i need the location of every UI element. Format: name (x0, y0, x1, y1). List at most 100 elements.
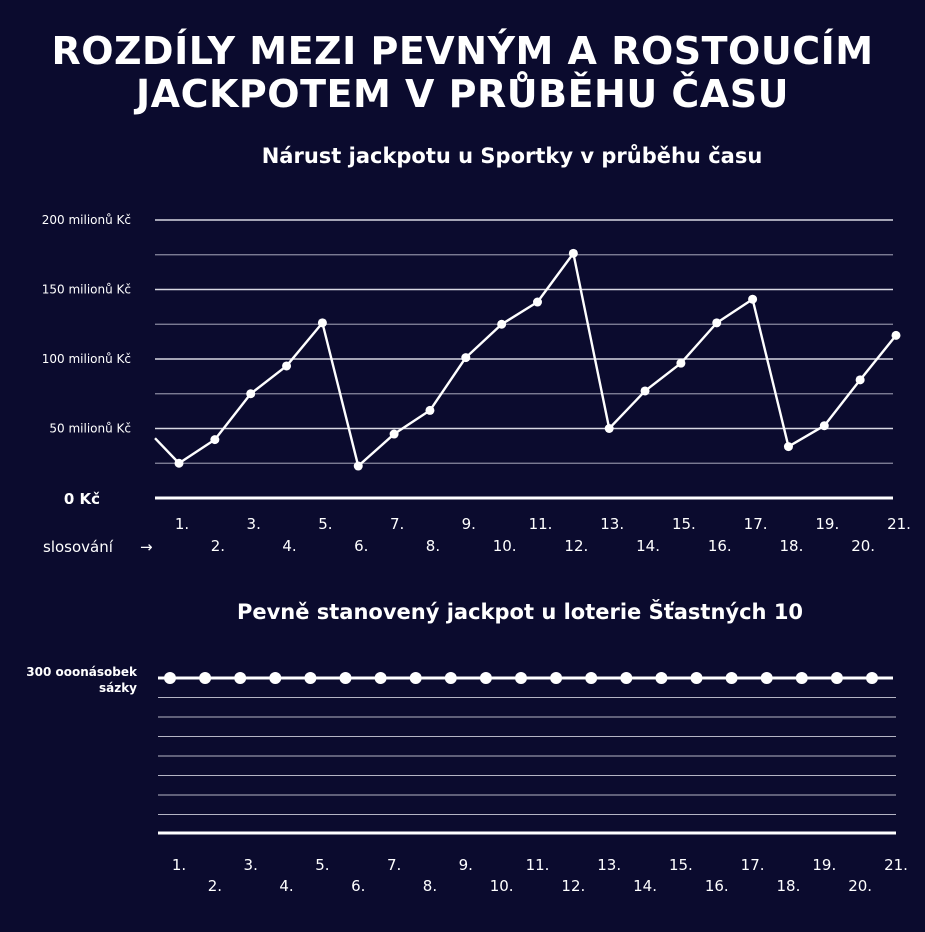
chart1-x-tick-label: 20. (851, 537, 875, 555)
chart2-data-point (269, 672, 282, 684)
chart2-x-tick-label: 20. (848, 877, 872, 895)
chart2-data-point (830, 672, 843, 684)
chart1-x-tick-label: 6. (354, 537, 368, 555)
chart2-data-point (655, 672, 668, 684)
arrow-icon: → (140, 538, 153, 556)
chart2-data-point (409, 672, 422, 684)
chart1-x-tick-label: 9. (462, 515, 476, 533)
chart1-x-tick-label: 14. (636, 537, 660, 555)
chart1-title: Nárust jackpotu u Sportky v průběhu času (262, 144, 763, 168)
chart1-data-point (891, 330, 901, 340)
chart1-data-point (640, 386, 650, 396)
chart1-x-tick-label: 15. (672, 515, 696, 533)
chart1-y-tick-label: 0 Kč (64, 490, 100, 508)
chart2-data-point (620, 672, 633, 684)
chart2-x-tick-label: 13. (597, 856, 621, 874)
chart1-x-tick-label: 10. (493, 537, 517, 555)
chart2-data-point (164, 672, 176, 684)
chart2-title: Pevně stanovený jackpot u loterie Šťastn… (237, 599, 803, 624)
chart1-data-point (783, 442, 793, 452)
chart1-data-point (210, 435, 220, 445)
chart2-data-point (515, 672, 527, 684)
chart2-data-point (304, 672, 317, 684)
chart1-x-tick-label: 3. (247, 515, 261, 533)
chart2-data-point (374, 672, 387, 684)
chart2-x-tick-label: 7. (387, 856, 401, 874)
chart2-x-tick-label: 11. (526, 856, 550, 874)
chart1-x-tick-label: 21. (887, 515, 911, 533)
chart2-x-tick-label: 16. (705, 877, 729, 895)
chart1-data-point (819, 421, 829, 431)
chart1-data-point (533, 297, 542, 307)
chart2-x-tick-label: 18. (777, 877, 801, 895)
chart2-x-tick-label: 8. (423, 877, 437, 895)
main-title-line-1: ROZDÍLY MEZI PEVNÝM A ROSTOUCÍM (51, 29, 874, 73)
chart2-x-tick-label: 1. (172, 856, 186, 874)
chart2-x-tick-label: 19. (812, 856, 836, 874)
chart1-x-tick-label: 13. (600, 515, 624, 533)
chart2-x-tick-label: 5. (315, 856, 329, 874)
chart1-x-tick-label: 19. (815, 515, 839, 533)
chart1-gridlines (155, 219, 893, 500)
chart2-y-label-line-2: sázky (99, 681, 137, 695)
chart1-data-point (748, 294, 758, 304)
chart1-x-tick-label: 11. (529, 515, 553, 533)
chart1-y-tick-labels: 200 milionů Kč 150 milionů Kč 100 milionů … (42, 213, 131, 508)
chart1-data-point (353, 461, 363, 471)
chart1-x-tick-label: 7. (390, 515, 404, 533)
main-title: ROZDÍLY MEZI PEVNÝM A ROSTOUCÍM JACKPOTE… (0, 30, 925, 116)
chart1-data-point (246, 389, 256, 399)
chart1-data-point (389, 429, 399, 439)
chart2-x-tick-label: 15. (669, 856, 693, 874)
chart1-x-tick-label: 18. (780, 537, 804, 555)
chart2-data-point (795, 672, 808, 684)
chart2-data-point (760, 672, 773, 684)
chart1-x-tick-label: 4. (282, 537, 296, 555)
chart1-x-tick-label: 5. (318, 515, 332, 533)
chart1-y-tick-label: 100 milionů Kč (42, 352, 131, 366)
chart1-data-point (712, 318, 722, 328)
chart1-x-tick-labels: 1. 2. 3. 4. 5. 6. 7. 8. 9. 10. 11. 12. 13. 14. 15. 16. 1… (175, 515, 911, 555)
chart2-data-point (339, 672, 352, 684)
chart1-data-point (282, 361, 292, 371)
chart2-x-tick-label: 9. (459, 856, 473, 874)
chart2-x-tick-label: 21. (884, 856, 908, 874)
chart1-data-point (461, 353, 471, 363)
chart1-y-tick-label: 50 milionů Kč (49, 422, 131, 436)
chart1-data-point (568, 248, 578, 258)
chart2-x-tick-label: 4. (279, 877, 293, 895)
chart1-x-axis-label: slosování (43, 538, 114, 556)
chart2-x-tick-label: 12. (561, 877, 585, 895)
chart1-x-tick-label: 12. (564, 537, 588, 555)
chart1-x-tick-label: 17. (744, 515, 768, 533)
chart2-x-tick-label: 2. (208, 877, 222, 895)
chart2-data-point (479, 672, 492, 684)
main-title-line-2: JACKPOTEM V PRŮBĚHU ČASU (136, 72, 789, 116)
chart1-series-line (154, 252, 897, 468)
chart1-data-point (676, 358, 686, 368)
chart1-data-point (604, 424, 614, 433)
chart1-series (154, 248, 901, 471)
chart2-data-point (725, 672, 738, 684)
chart1-data-point (855, 375, 865, 385)
chart1-data-point (317, 318, 327, 328)
chart2-data-point (444, 672, 457, 684)
chart2-x-tick-label: 6. (351, 877, 365, 895)
chart2-series (158, 672, 893, 684)
chart1-data-point (174, 458, 184, 468)
chart2-data-point (866, 672, 878, 684)
chart2-data-point (199, 672, 212, 684)
chart1-y-tick-label: 200 milionů Kč (42, 213, 131, 227)
chart1-x-tick-label: 8. (426, 537, 440, 555)
chart2-x-tick-label: 3. (244, 856, 258, 874)
sportka-line-chart: Nárust jackpotu u Sportky v průběhu času… (42, 144, 911, 556)
chart1-x-tick-label: 1. (175, 515, 189, 533)
chart2-gridlines (158, 697, 896, 835)
chart2-data-point (550, 672, 563, 684)
chart2-x-tick-label: 14. (633, 877, 657, 895)
chart2-x-tick-labels: 1. 2. 3. 4. 5. 6. 7. 8. 9. 10. 11. 12. 13. 14. 15. 16. 1… (172, 856, 908, 895)
chart2-x-tick-label: 17. (741, 856, 765, 874)
chart1-y-tick-label: 150 milionů Kč (42, 283, 131, 297)
chart2-x-tick-label: 10. (490, 877, 514, 895)
